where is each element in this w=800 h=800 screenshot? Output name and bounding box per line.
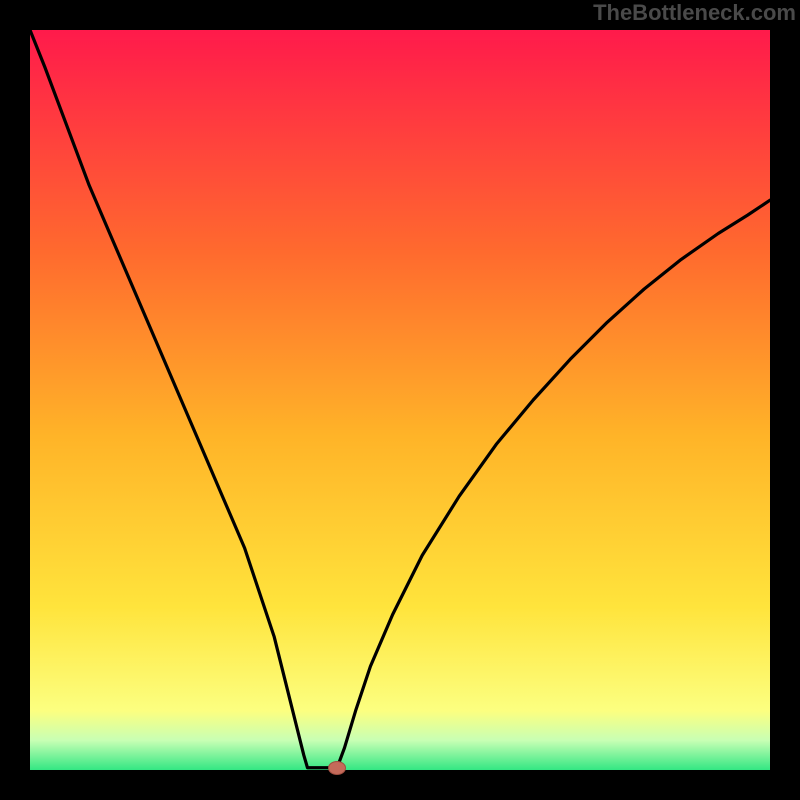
attribution-watermark: TheBottleneck.com: [593, 0, 796, 26]
plot-area: [30, 30, 770, 770]
optimum-marker: [328, 761, 346, 775]
chart-container: TheBottleneck.com: [0, 0, 800, 800]
